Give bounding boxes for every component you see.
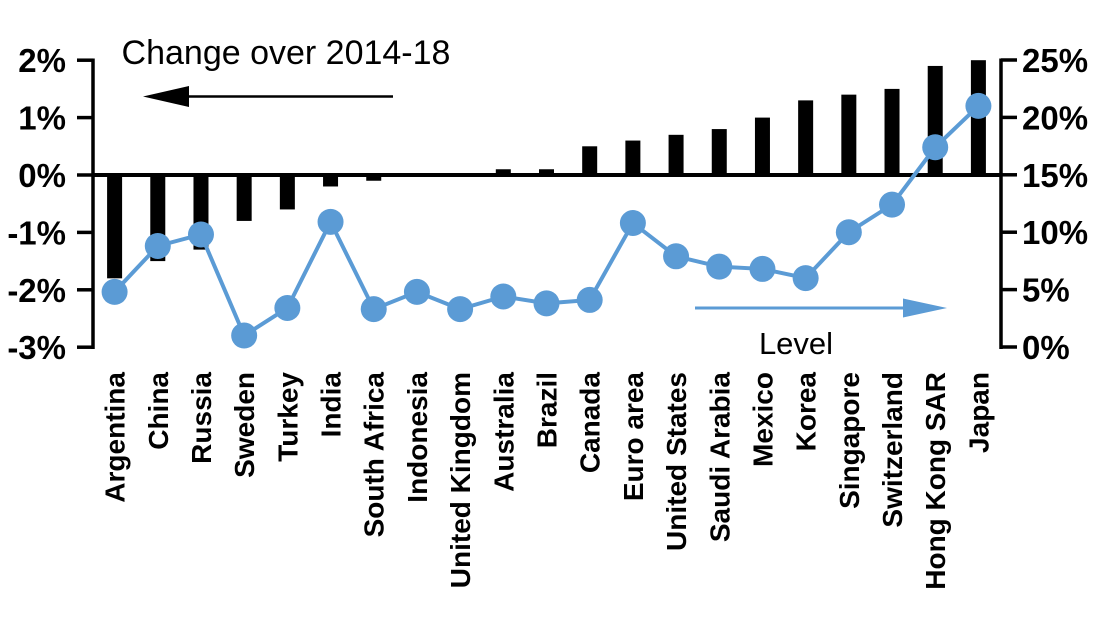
right-axis-tick-label: 25% [1022,42,1088,79]
bar-mexico [754,117,770,175]
bar-series-change [107,60,986,279]
bar-turkey [279,175,295,210]
category-label-saudi-arabia: Saudi Arabia [704,372,735,543]
category-label-russia: Russia [186,372,217,464]
right-axis-tick-label: 0% [1022,329,1070,366]
category-label-china: China [143,372,174,450]
level-dot-saudi-arabia [706,253,733,280]
bar-switzerland [884,88,900,175]
level-dot-euro-area [619,210,646,237]
category-label-singapore: Singapore [834,372,865,509]
category-label-korea: Korea [791,372,822,452]
level-dot-sweden [231,322,258,349]
category-label-india: India [316,372,347,438]
level-dot-russia [187,221,214,248]
right-arrow-icon [695,298,947,318]
level-dot-south-africa [360,296,387,323]
level-dot-hong-kong-sar [922,134,949,161]
bar-korea [798,100,814,175]
level-dot-japan [965,92,992,119]
left-axis-tick-label: -2% [7,272,66,309]
category-label-australia: Australia [488,372,519,492]
category-label-south-africa: South Africa [359,372,390,538]
right-axis-tick-label: 20% [1022,99,1088,136]
line-series-level [101,92,992,349]
axes-layer: 2% 1% 0% -1% -2% -3% 25% 20% 15% 10% 5% 0% [7,42,1088,366]
level-dot-argentina [101,278,128,305]
bar-canada [582,146,598,175]
line-series-annotation-label: Level [759,326,833,361]
bar-united-states [668,134,684,175]
right-axis-tick-label: 10% [1022,214,1088,251]
category-label-canada: Canada [575,372,606,474]
level-dot-mexico [749,255,776,282]
category-label-mexico: Mexico [747,372,778,467]
bar-euro-area [625,140,641,175]
level-dot-australia [490,283,517,310]
right-axis-tick-label: 15% [1022,157,1088,194]
category-label-united-kingdom: United Kingdom [445,372,476,588]
level-dot-korea [792,265,819,292]
left-axis-tick-label: 0% [18,157,66,194]
left-axis-tick-label: -1% [7,214,66,251]
category-label-indonesia: Indonesia [402,372,433,503]
right-axis-tick-label: 5% [1022,272,1070,309]
level-dot-united-kingdom [447,296,474,323]
category-label-brazil: Brazil [532,372,563,448]
category-label-turkey: Turkey [272,372,303,462]
category-axis-labels: Argentina China Russia Sweden Turkey India Sou… [100,372,995,590]
level-dot-united-states [663,243,690,270]
left-axis-tick-label: 1% [18,100,66,137]
left-axis-tick-label: -3% [7,329,66,366]
level-dot-india [317,208,344,235]
bar-singapore [841,94,857,175]
bar-series-annotation-label: Change over 2014-18 [122,34,451,72]
category-label-switzerland: Switzerland [877,372,908,528]
level-dot-switzerland [879,191,906,218]
category-label-sweden: Sweden [229,372,260,478]
bar-brazil [539,169,554,175]
bar-saudi-arabia [711,129,727,175]
bar-argentina [107,175,123,279]
left-axis-tick-label: 2% [18,42,66,79]
bar-south-africa [366,175,382,181]
level-dot-china [144,232,171,259]
category-label-united-states: United States [661,372,692,551]
category-label-argentina: Argentina [100,372,131,503]
category-label-japan: Japan [963,372,994,453]
level-dot-singapore [835,219,862,246]
level-dot-turkey [274,294,301,321]
category-label-hong-kong-sar: Hong Kong SAR [920,372,951,590]
category-label-euro-area: Euro area [618,372,649,502]
level-dot-indonesia [403,278,430,305]
bar-sweden [236,175,252,221]
bar-india [323,175,339,187]
bar-australia [495,169,511,175]
left-arrow-icon [143,86,393,107]
level-dot-brazil [533,290,560,317]
level-dot-canada [576,286,603,313]
